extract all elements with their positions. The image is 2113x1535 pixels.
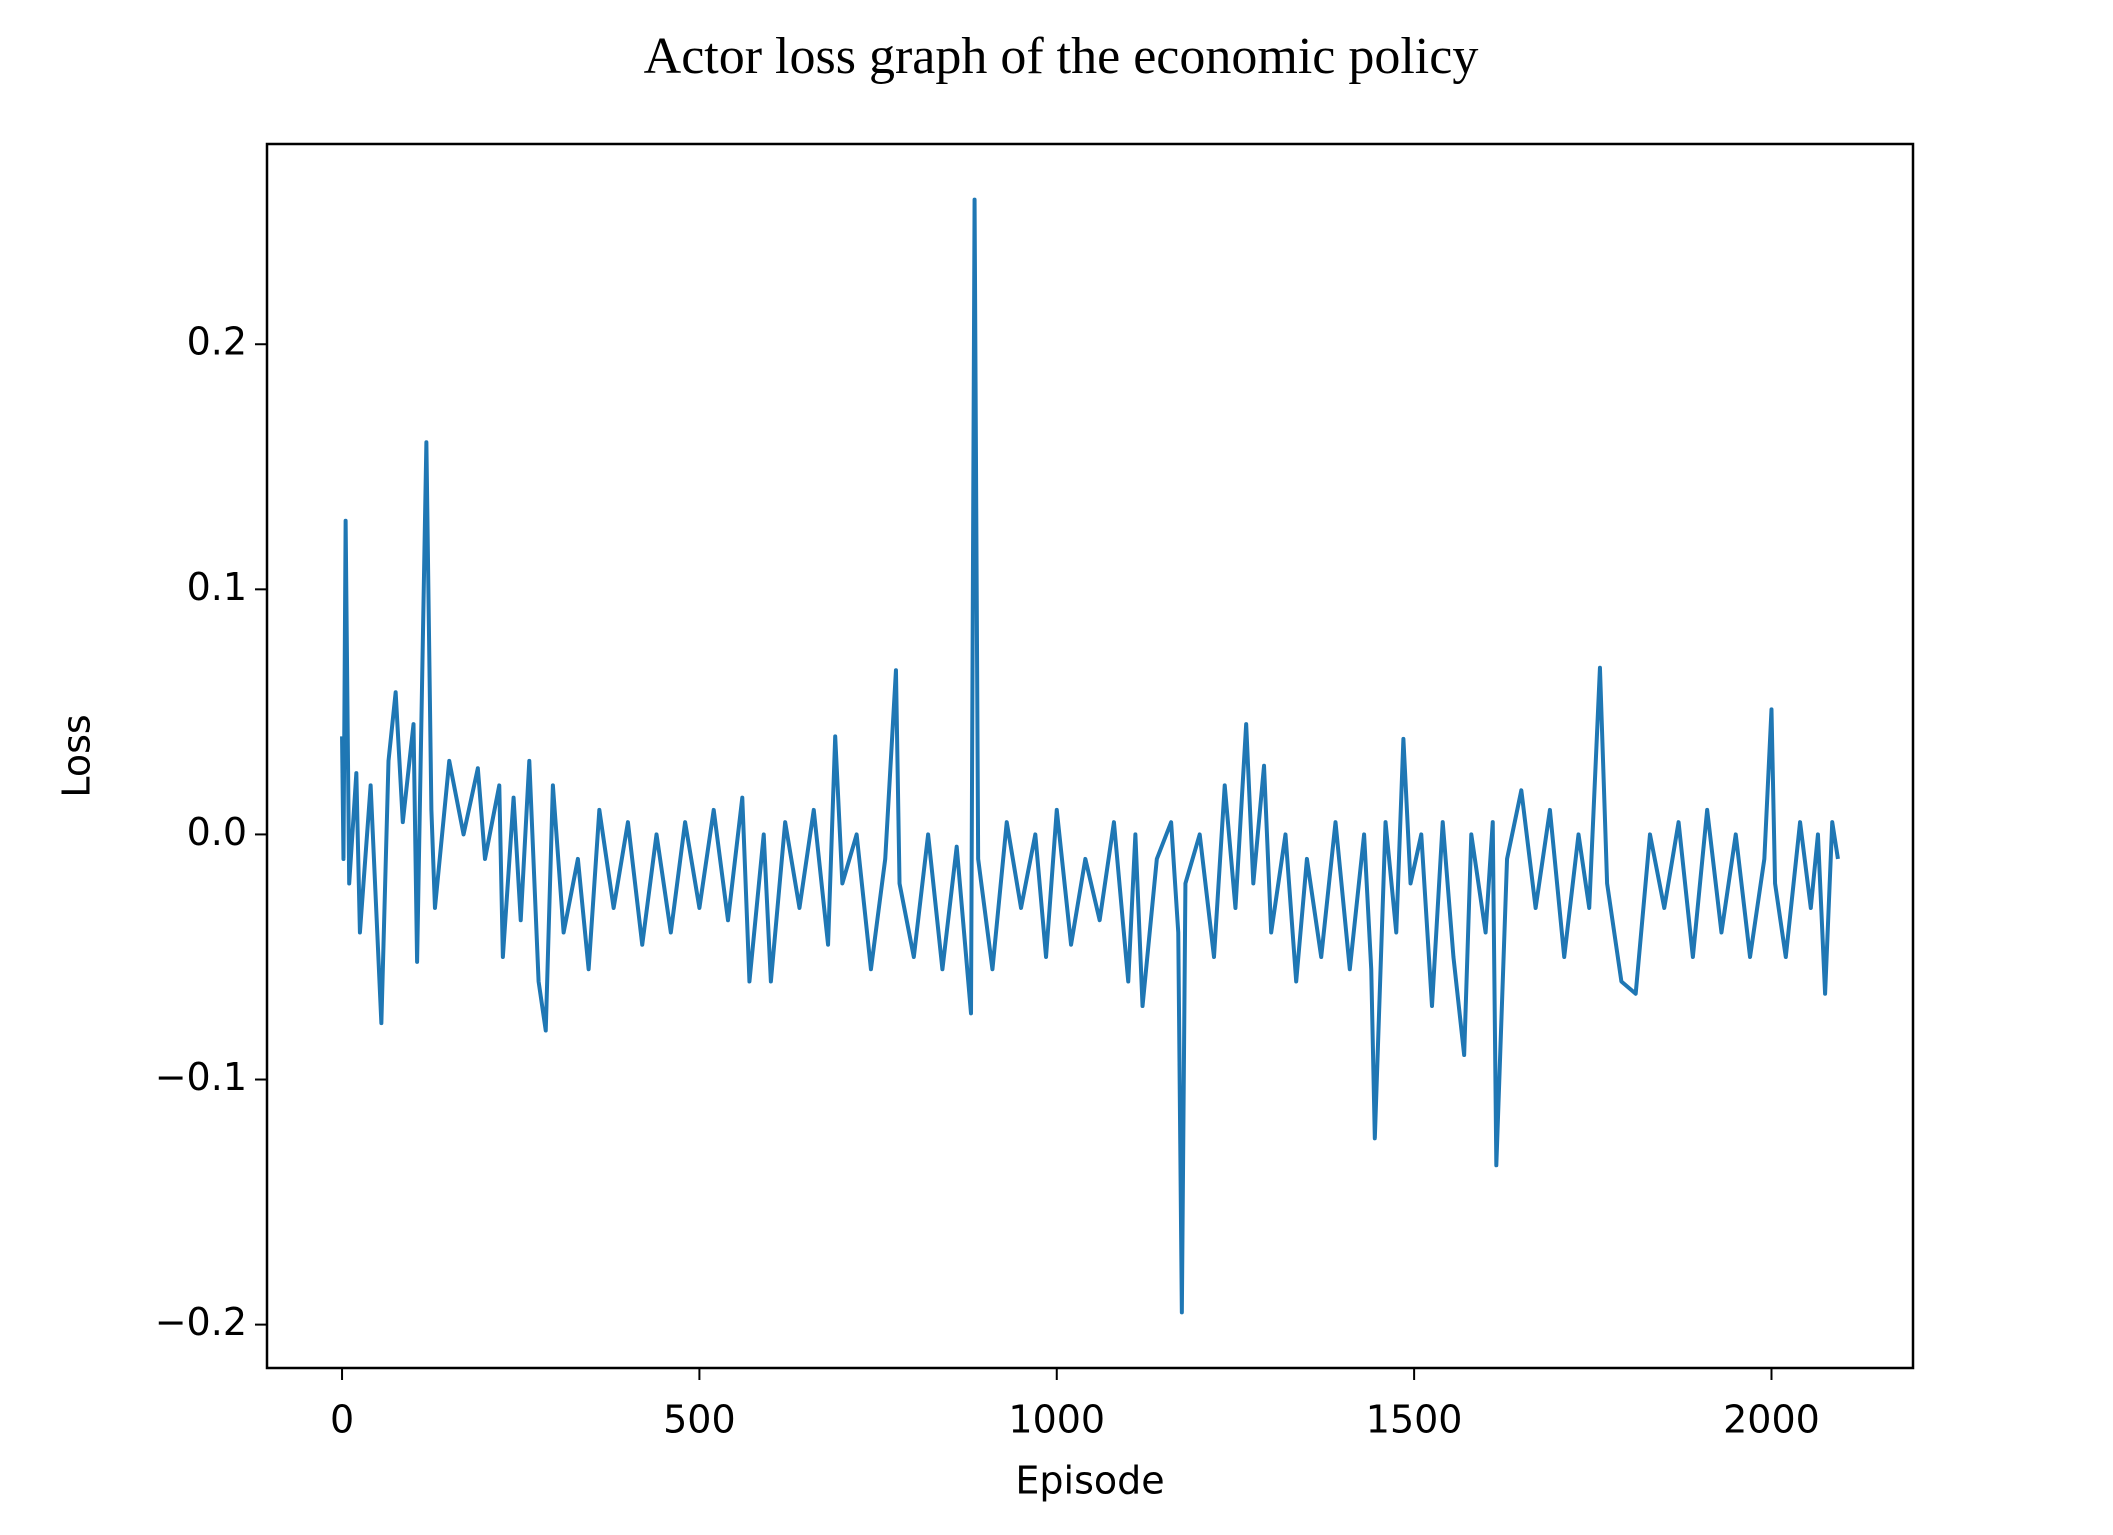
loss-line: [340, 197, 1840, 1315]
y-tick-label: −0.1: [155, 1055, 247, 1099]
x-tick-label: 0: [330, 1398, 354, 1442]
y-tick-label: 0.1: [187, 565, 247, 609]
plot-frame: [265, 142, 1915, 1370]
y-tick-label: 0.2: [187, 320, 247, 364]
y-axis-label: Loss: [55, 714, 99, 797]
x-tick-label: 2000: [1723, 1398, 1820, 1442]
y-tick-label: 0.0: [187, 810, 247, 854]
x-tick-label: 1000: [1008, 1398, 1105, 1442]
x-tick-label: 1500: [1366, 1398, 1463, 1442]
x-tick-label: 500: [663, 1398, 736, 1442]
x-axis-label: Episode: [1015, 1459, 1164, 1503]
y-tick-label: −0.2: [155, 1300, 247, 1344]
chart-title: Actor loss graph of the economic policy: [644, 28, 1479, 85]
